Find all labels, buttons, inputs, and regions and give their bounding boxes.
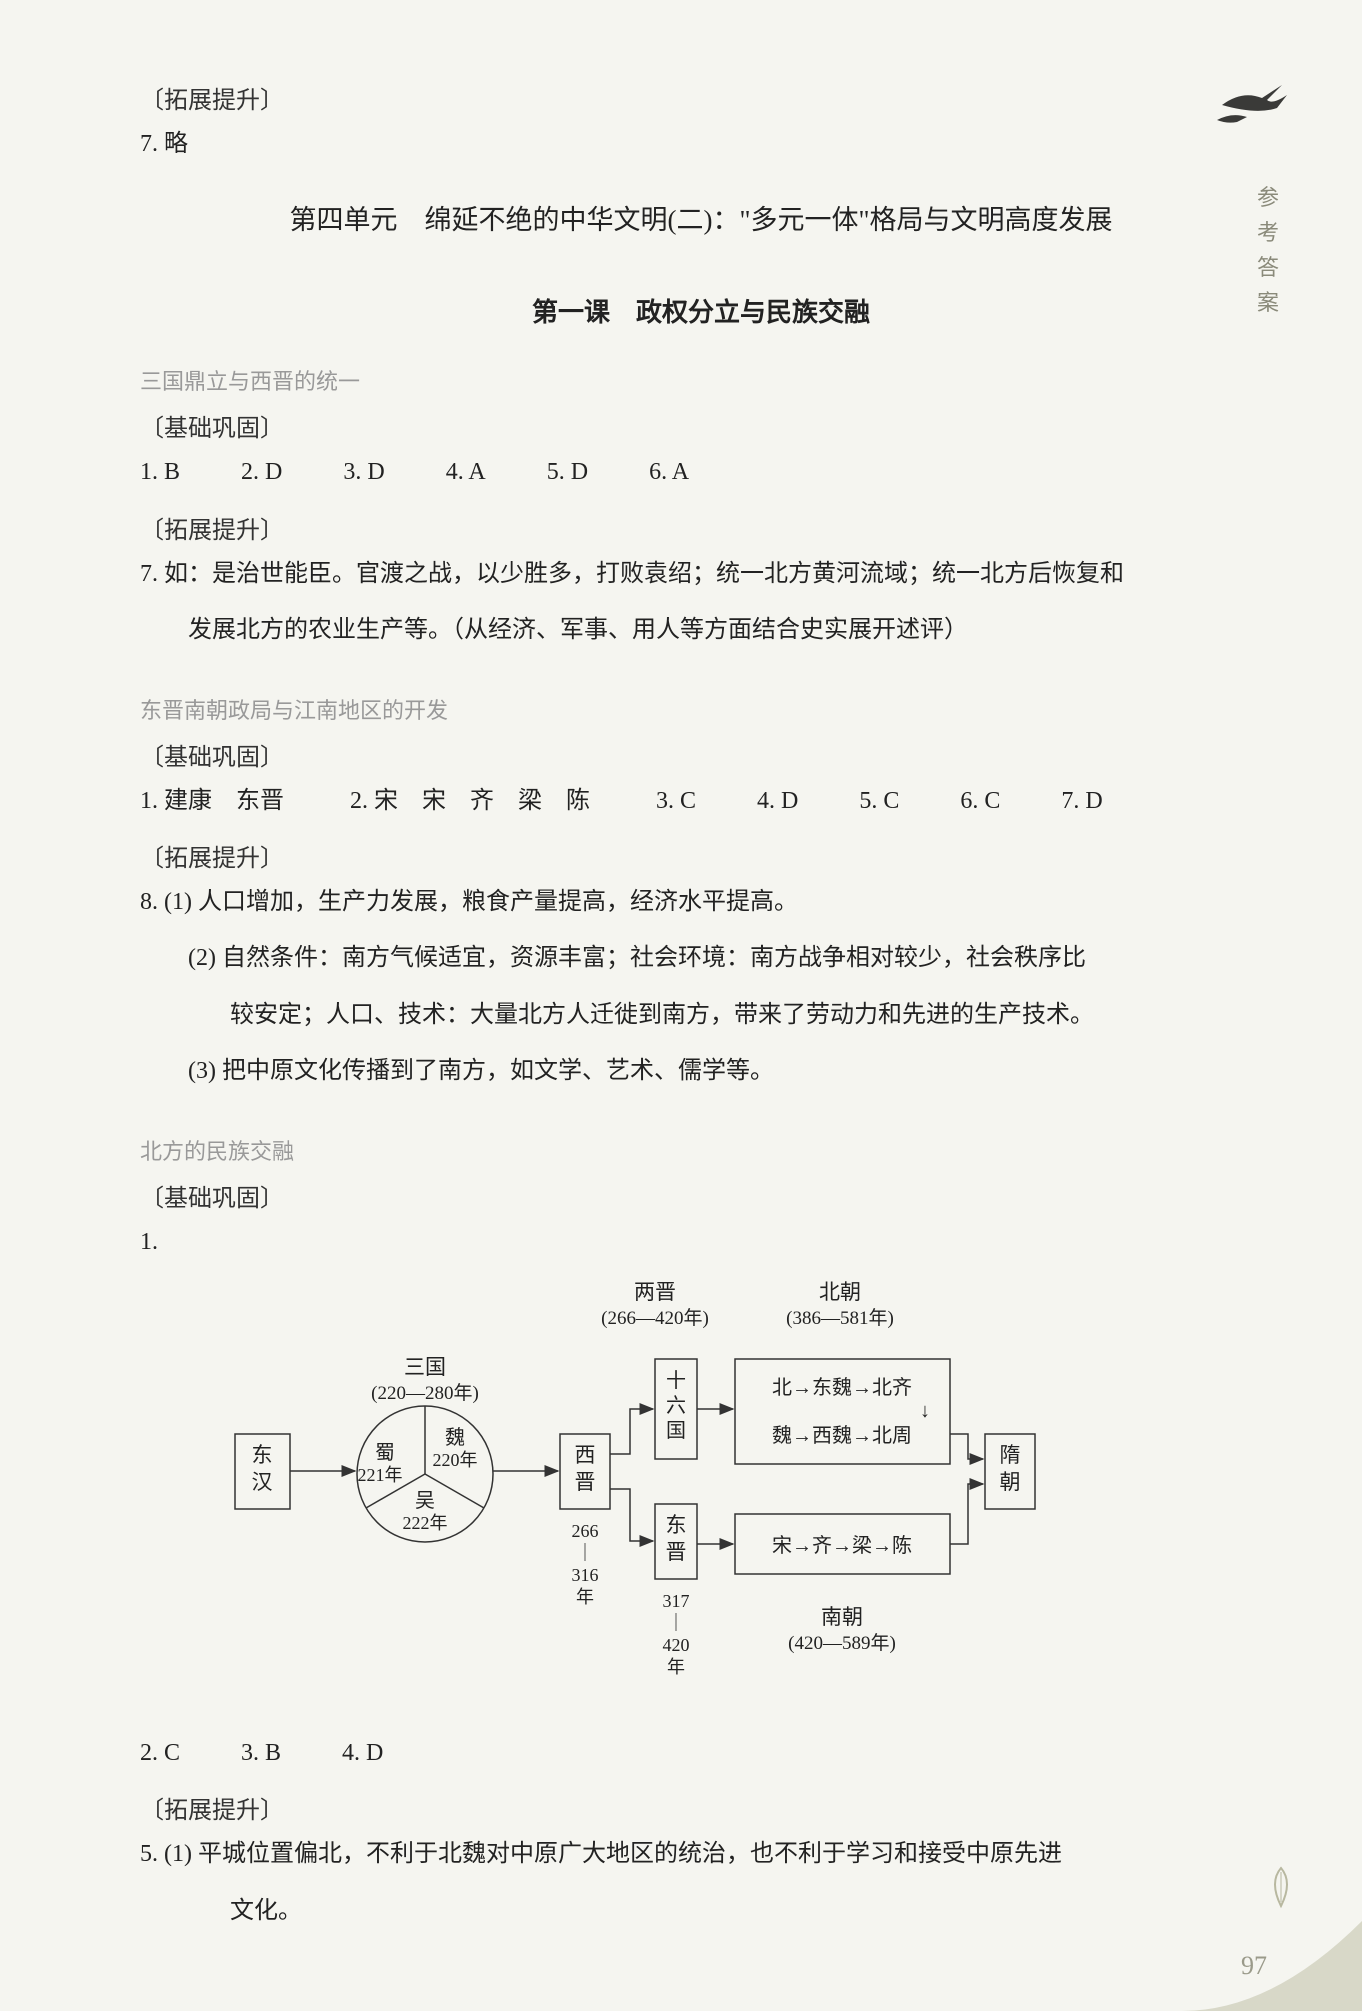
- basic-label-2: 〔基础巩固〕: [140, 737, 1262, 772]
- lbl-liangjin: 两晋: [634, 1280, 676, 1304]
- a5-1b: 文化。: [140, 1892, 1262, 1930]
- svg-text:六: 六: [666, 1394, 686, 1417]
- svg-text:西: 西: [575, 1443, 596, 1467]
- svg-text:朝: 朝: [1000, 1470, 1021, 1494]
- answer-row-2: 1. 建康 东晋 2. 宋 宋 齐 梁 陈 3. C 4. D 5. C 6. …: [140, 782, 1262, 820]
- ans: 3. D: [343, 459, 384, 485]
- lbl-beichao-yr: (386—581年): [786, 1307, 894, 1329]
- svg-text:317: 317: [663, 1591, 690, 1611]
- svg-text:年: 年: [576, 1587, 594, 1607]
- corner-decoration: [1182, 1921, 1362, 2011]
- ans: 2. D: [241, 459, 282, 485]
- lesson-title: 第一课 政权分立与民族交融: [140, 292, 1262, 329]
- leaf-icon: [1265, 1866, 1297, 1911]
- ans: 7. D: [1061, 788, 1102, 814]
- svg-text:东: 东: [252, 1443, 273, 1467]
- svg-text:221年: 221年: [358, 1465, 403, 1485]
- svg-text:420: 420: [663, 1635, 690, 1655]
- unit-title: 第四单元 绵延不绝的中华文明(二)："多元一体"格局与文明高度发展: [140, 198, 1262, 237]
- svg-text:东: 东: [666, 1513, 687, 1537]
- ext-label-top: 〔拓展提升〕: [140, 80, 1262, 115]
- ext-text-1a: 7. 如：是治世能臣。官渡之战，以少胜多，打败袁绍；统一北方黄河流域；统一北方后…: [140, 555, 1262, 593]
- ans: 4. D: [757, 788, 798, 814]
- svg-text:晋: 晋: [575, 1470, 596, 1494]
- a8-3: (3) 把中原文化传播到了南方，如文学、艺术、儒学等。: [140, 1052, 1262, 1090]
- ans: 4. A: [446, 459, 486, 485]
- subsection-3: 北方的民族交融: [140, 1134, 1262, 1166]
- lbl-beichao: 北朝: [819, 1280, 861, 1304]
- svg-text:晋: 晋: [666, 1540, 687, 1564]
- basic-label-1: 〔基础巩固〕: [140, 408, 1262, 443]
- svg-text:｜: ｜: [576, 1543, 594, 1563]
- ans: 3. B: [241, 1740, 281, 1766]
- answer-row-1: 1. B 2. D 3. D 4. A 5. D 6. A: [140, 453, 1262, 491]
- svg-text:↓: ↓: [920, 1400, 930, 1422]
- svg-text:(420—589年): (420—589年): [788, 1632, 896, 1654]
- svg-text:宋→齐→梁→陈: 宋→齐→梁→陈: [772, 1534, 912, 1557]
- page-content: 〔拓展提升〕 7. 略 第四单元 绵延不绝的中华文明(二)："多元一体"格局与文…: [140, 80, 1262, 1971]
- lbl-sanguo-yr: (220—280年): [371, 1382, 479, 1404]
- svg-text:魏: 魏: [445, 1426, 465, 1449]
- a5-1a: 5. (1) 平城位置偏北，不利于北魏对中原广大地区的统治，也不利于学习和接受中…: [140, 1835, 1262, 1873]
- a8-2a: (2) 自然条件：南方气候适宜，资源丰富；社会环境：南方战争相对较少，社会秩序比: [140, 939, 1262, 977]
- ext-label-3: 〔拓展提升〕: [140, 1790, 1262, 1825]
- ans: 2. C: [140, 1740, 180, 1766]
- ans: 1. B: [140, 459, 180, 485]
- ans: 3. C: [656, 788, 696, 814]
- svg-text:魏→西魏→北周: 魏→西魏→北周: [772, 1424, 912, 1447]
- svg-text:十: 十: [666, 1369, 686, 1392]
- ext-text-1b: 发展北方的农业生产等。（从经济、军事、用人等方面结合史实展开述评）: [140, 611, 1262, 649]
- ans: 5. C: [859, 788, 899, 814]
- svg-text:隋: 隋: [1000, 1443, 1021, 1467]
- basic-label-3: 〔基础巩固〕: [140, 1178, 1262, 1213]
- svg-text:北→东魏→北齐: 北→东魏→北齐: [772, 1376, 912, 1399]
- answer-7: 7. 略: [140, 125, 1262, 163]
- ext-label-2: 〔拓展提升〕: [140, 838, 1262, 873]
- svg-text:｜: ｜: [667, 1613, 685, 1633]
- a8-2b: 较安定；人口、技术：大量北方人迁徙到南方，带来了劳动力和先进的生产技术。: [140, 996, 1262, 1034]
- svg-text:年: 年: [667, 1657, 685, 1677]
- lbl-sanguo: 三国: [404, 1355, 446, 1379]
- ans: 6. C: [960, 788, 1000, 814]
- svg-text:汉: 汉: [252, 1470, 273, 1494]
- svg-text:蜀: 蜀: [375, 1442, 395, 1464]
- ans: 4. D: [342, 1740, 383, 1766]
- svg-text:266: 266: [572, 1521, 599, 1541]
- answer-row-3: 2. C 3. B 4. D: [140, 1734, 1262, 1772]
- ans: 1. 建康 东晋: [140, 788, 284, 814]
- svg-text:吴: 吴: [415, 1490, 435, 1512]
- ans: 2. 宋 宋 齐 梁 陈: [350, 788, 590, 814]
- svg-text:316: 316: [572, 1565, 599, 1585]
- ext-label-1: 〔拓展提升〕: [140, 510, 1262, 545]
- ans: 5. D: [547, 459, 588, 485]
- subsection-1: 三国鼎立与西晋的统一: [140, 364, 1262, 396]
- dynasty-diagram: 两晋 (266—420年) 北朝 (386—581年) 三国 (220—280年…: [180, 1279, 1262, 1714]
- a8-1: 8. (1) 人口增加，生产力发展，粮食产量提高，经济水平提高。: [140, 883, 1262, 921]
- svg-text:220年: 220年: [433, 1450, 478, 1470]
- svg-text:国: 国: [666, 1420, 686, 1442]
- subsection-2: 东晋南朝政局与江南地区的开发: [140, 693, 1262, 725]
- ans: 6. A: [649, 459, 689, 485]
- svg-text:222年: 222年: [403, 1513, 448, 1533]
- q1-label: 1.: [140, 1223, 1262, 1261]
- svg-text:南朝: 南朝: [821, 1605, 863, 1629]
- lbl-liangjin-yr: (266—420年): [601, 1307, 709, 1329]
